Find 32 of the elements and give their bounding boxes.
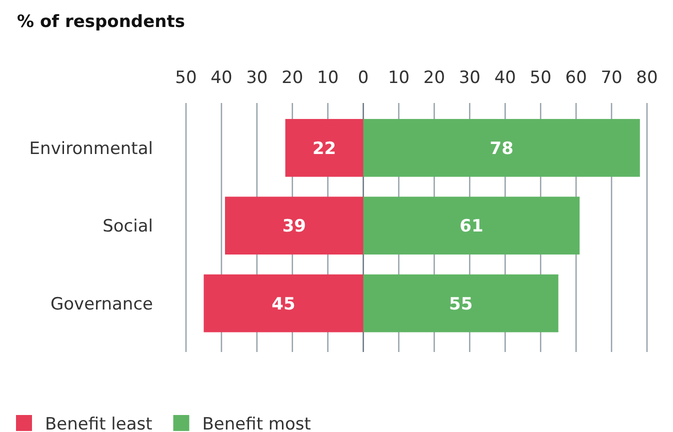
x-tick-label: 0 [358, 68, 369, 88]
x-tick-label: 20 [282, 68, 304, 88]
x-tick-label: 70 [600, 68, 622, 88]
x-tick-label: 40 [210, 68, 232, 88]
data-label: 55 [448, 294, 473, 314]
data-label: 61 [460, 216, 484, 237]
data-label: 45 [272, 294, 296, 314]
x-tick-label: 50 [175, 68, 197, 88]
data-label: 22 [312, 138, 336, 159]
legend-label: Benefit least [45, 414, 153, 432]
bar [204, 274, 364, 332]
x-tick-label: 30 [246, 68, 268, 88]
bar [225, 196, 364, 255]
chart-title: % of respondents [17, 12, 185, 32]
bar [363, 196, 580, 255]
data-label: 78 [490, 138, 514, 159]
y-tick-label: Governance [50, 294, 153, 314]
legend-label: Benefit most [202, 414, 312, 432]
x-tick-label: 60 [565, 68, 587, 88]
x-tick-label: 40 [494, 68, 516, 88]
data-label: 39 [282, 216, 306, 237]
x-tick-label: 50 [530, 68, 552, 88]
x-tick-label: 10 [388, 68, 410, 88]
y-tick-label: Social [102, 216, 153, 237]
y-tick-label: Environmental [29, 138, 153, 159]
bar [363, 118, 640, 177]
x-tick-label: 30 [458, 68, 481, 88]
x-tick-label: 20 [423, 68, 446, 88]
x-tick-label: 10 [317, 68, 339, 88]
bar [363, 274, 558, 332]
x-tick-label: 80 [636, 68, 658, 88]
bar [285, 118, 364, 177]
